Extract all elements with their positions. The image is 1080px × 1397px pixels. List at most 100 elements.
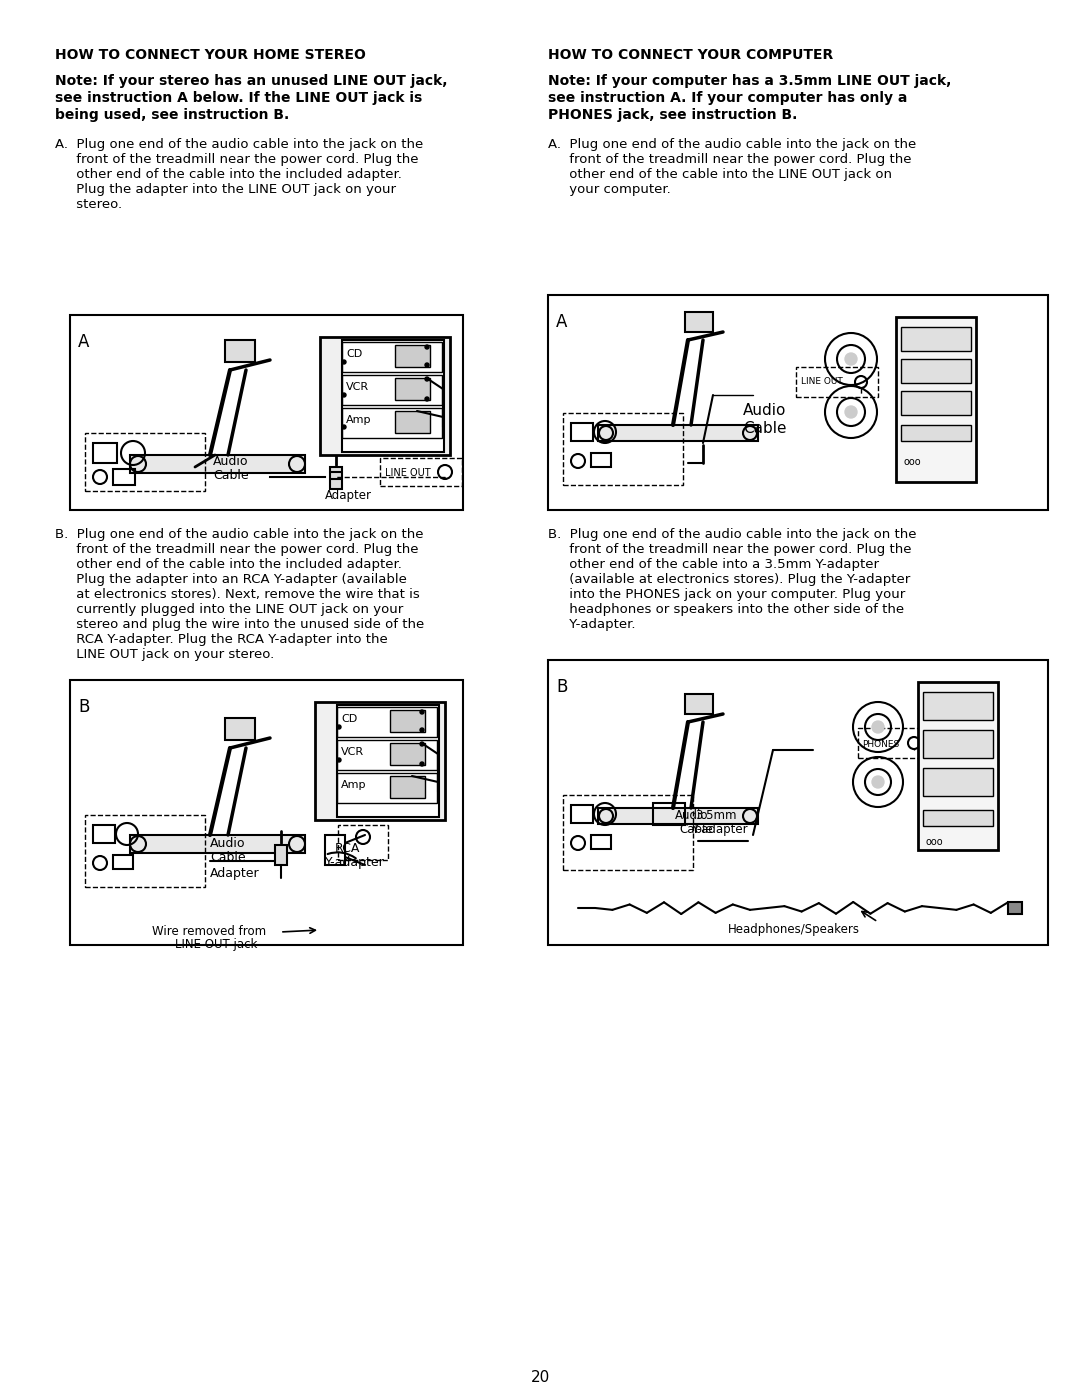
Text: Cable: Cable [679,823,713,835]
Bar [548,659,1048,944]
Text: B: B [78,698,90,717]
Circle shape [872,775,885,788]
Bar [130,455,305,474]
Text: headphones or speakers into the other side of the: headphones or speakers into the other si… [548,604,904,616]
Circle shape [342,360,346,365]
Bar [653,803,685,826]
Text: VCR: VCR [341,747,364,757]
Circle shape [599,809,613,823]
Bar [901,391,971,415]
Bar [225,718,255,740]
Circle shape [743,426,757,440]
Text: Y-adapter: Y-adapter [691,823,747,835]
Text: B: B [556,678,567,696]
Circle shape [289,455,305,472]
Bar [390,775,426,798]
Bar [325,835,345,865]
Bar [923,731,993,759]
Text: A.  Plug one end of the audio cable into the jack on the: A. Plug one end of the audio cable into … [55,138,423,151]
Bar [395,379,430,400]
Text: Amp: Amp [341,780,366,789]
Text: A.  Plug one end of the audio cable into the jack on the: A. Plug one end of the audio cable into … [548,138,916,151]
Bar [338,826,388,861]
Bar [337,740,437,770]
Circle shape [420,761,424,766]
Text: Audio: Audio [675,809,708,821]
Text: Audio: Audio [210,837,245,849]
Circle shape [599,426,613,440]
Circle shape [845,353,858,365]
Circle shape [342,425,346,429]
Text: front of the treadmill near the power cord. Plug the: front of the treadmill near the power co… [548,154,912,166]
Bar [85,433,205,490]
Text: into the PHONES jack on your computer. Plug your: into the PHONES jack on your computer. P… [548,588,905,601]
Circle shape [845,407,858,418]
Circle shape [289,835,305,852]
Bar [130,835,305,854]
Bar [337,707,437,738]
Text: PHONES: PHONES [862,740,900,749]
Text: B.  Plug one end of the audio cable into the jack on the: B. Plug one end of the audio cable into … [548,528,917,541]
Bar [901,425,971,441]
Bar [337,773,437,803]
Bar [113,469,135,485]
Text: Audio: Audio [743,402,786,418]
Text: Plug the adapter into an RCA Y-adapter (available: Plug the adapter into an RCA Y-adapter (… [55,573,407,585]
Text: RCA Y-adapter. Plug the RCA Y-adapter into the: RCA Y-adapter. Plug the RCA Y-adapter in… [55,633,388,645]
Bar [923,692,993,719]
Circle shape [337,759,341,761]
Text: LINE OUT: LINE OUT [384,468,431,478]
Bar [342,374,442,405]
Text: ooo: ooo [926,837,944,847]
Circle shape [420,728,424,732]
Bar [315,703,445,820]
Text: stereo.: stereo. [55,198,122,211]
Bar [395,411,430,433]
Circle shape [420,710,424,714]
Bar [598,807,758,824]
Text: other end of the cable into the LINE OUT jack on: other end of the cable into the LINE OUT… [548,168,892,182]
Text: Adapter: Adapter [210,868,259,880]
Text: Cable: Cable [210,851,245,863]
Text: HOW TO CONNECT YOUR HOME STEREO: HOW TO CONNECT YOUR HOME STEREO [55,47,366,61]
Bar [390,743,426,766]
Circle shape [420,742,424,746]
Text: Y-adapter.: Y-adapter. [548,617,635,631]
Bar [918,682,998,849]
Bar [896,317,976,482]
Bar [923,768,993,796]
Text: front of the treadmill near the power cord. Plug the: front of the treadmill near the power co… [55,154,419,166]
Text: HOW TO CONNECT YOUR COMPUTER: HOW TO CONNECT YOUR COMPUTER [548,47,834,61]
Text: B.  Plug one end of the audio cable into the jack on the: B. Plug one end of the audio cable into … [55,528,423,541]
Text: LINE OUT: LINE OUT [801,377,842,386]
Text: 3.5mm: 3.5mm [696,809,737,821]
Bar [591,835,611,849]
Text: stereo and plug the wire into the unused side of the: stereo and plug the wire into the unused… [55,617,424,631]
Bar [685,694,713,714]
Bar [342,408,442,439]
Bar [342,339,444,453]
Text: ooo: ooo [904,457,921,467]
Text: LINE OUT jack: LINE OUT jack [175,937,257,951]
Circle shape [337,725,341,729]
Bar [591,453,611,467]
Text: front of the treadmill near the power cord. Plug the: front of the treadmill near the power co… [55,543,419,556]
Bar [275,845,287,865]
Circle shape [130,455,146,472]
Text: (available at electronics stores). Plug the Y-adapter: (available at electronics stores). Plug … [548,573,910,585]
Text: front of the treadmill near the power cord. Plug the: front of the treadmill near the power co… [548,543,912,556]
Circle shape [426,397,429,401]
Circle shape [426,377,429,381]
Text: see instruction A. If your computer has only a: see instruction A. If your computer has … [548,91,907,105]
Text: other end of the cable into the included adapter.: other end of the cable into the included… [55,168,402,182]
Text: A: A [78,332,90,351]
Bar [93,826,114,842]
Bar [571,423,593,441]
Bar [85,814,205,887]
Text: CD: CD [341,714,357,724]
Circle shape [342,393,346,397]
Bar [1008,902,1022,914]
Bar [70,680,463,944]
Text: Adapter: Adapter [325,489,372,502]
Circle shape [743,809,757,823]
